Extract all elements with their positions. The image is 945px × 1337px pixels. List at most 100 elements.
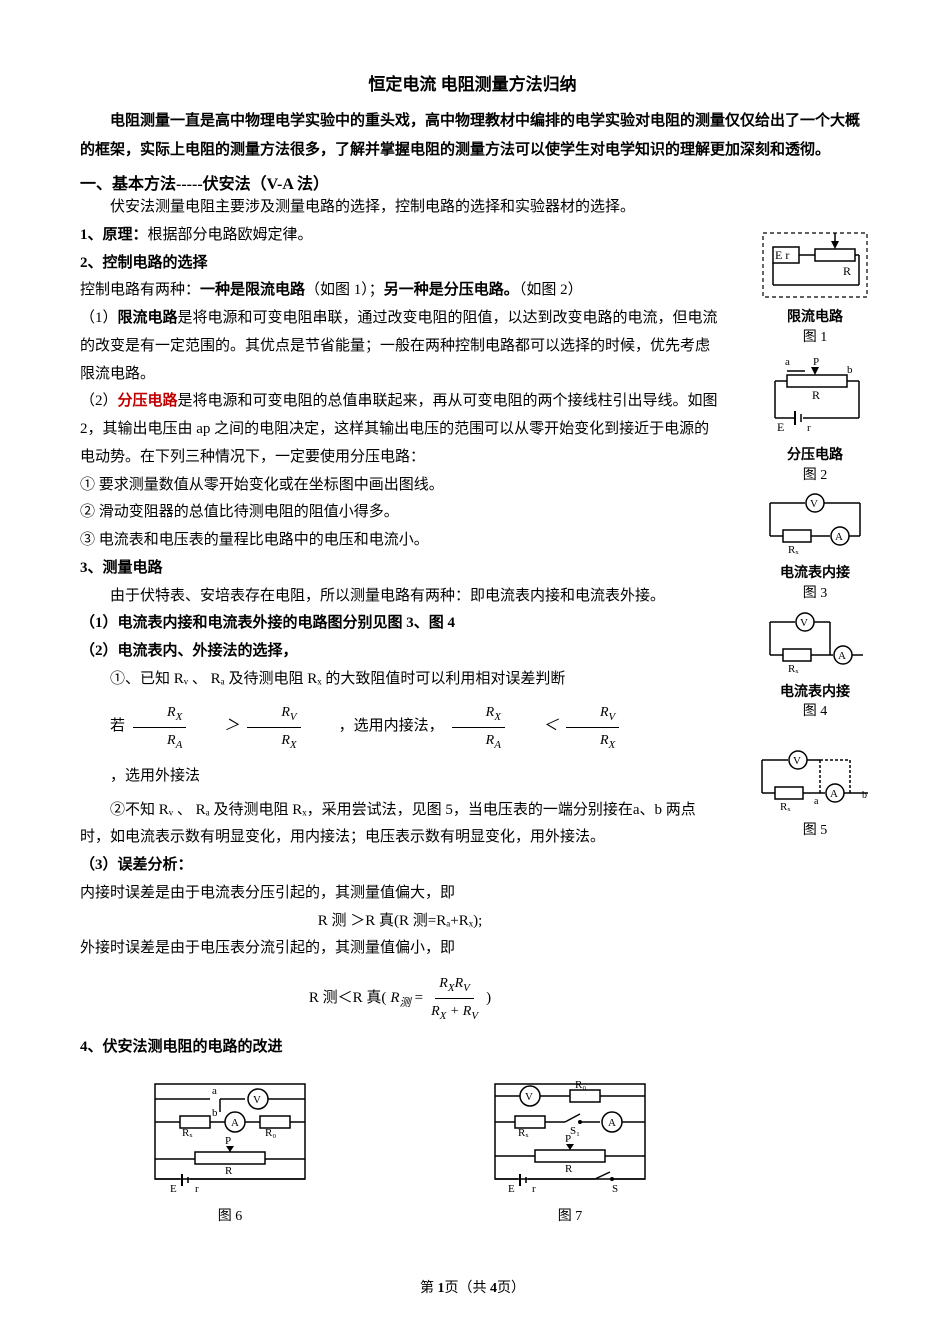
s1-3-sub2-p2: ②不知 Rᵥ 、 Rₐ 及待测电阻 Rₓ，采用尝试法，见图 5，当电压表的一端分… [80, 797, 720, 853]
figure-6: a V b A Rₓ R₀ [140, 1074, 320, 1227]
figure-2: a P b R E r 分压电路 图 2 [755, 353, 875, 485]
svg-text:A: A [231, 1117, 239, 1129]
svg-text:R: R [843, 264, 851, 278]
fig3-cap2: 图 3 [755, 584, 875, 604]
svg-text:V: V [525, 1091, 533, 1103]
figure-5: V a b Rₓ A 图 5 [750, 748, 880, 841]
intro-paragraph: 电阻测量一直是高中物理电学实验中的重头戏，高中物理教材中编排的电学实验对电阻的测… [80, 107, 865, 164]
footer-a: 第 [420, 1281, 438, 1296]
svg-text:P: P [565, 1133, 571, 1145]
err2-f-a: R 测＜R 真( [309, 985, 387, 1013]
fig6-caption: 图 6 [140, 1207, 320, 1227]
lt-1: ＜ [513, 713, 558, 741]
s1-3-err2-f: R 测＜R 真( R测 = RXRV RX + RV ) [80, 971, 720, 1026]
svg-text:E r: E r [775, 248, 789, 262]
s1-3-sub1: （1）电流表内接和电流表外接的电路图分别见图 3、图 4 [80, 610, 720, 638]
s1-3-err2: 外接时误差是由于电压表分流引起的，其测量值偏小，即 [80, 935, 720, 963]
fig4-cap2: 图 4 [755, 702, 875, 722]
s1-2-item1-b: 限流电路 [118, 310, 178, 326]
frac-3: RX RA [452, 700, 505, 755]
s1-4-label: 4、伏安法测电阻的电路的改进 [80, 1034, 720, 1062]
svg-text:b: b [212, 1107, 218, 1119]
svg-text:P: P [225, 1135, 231, 1147]
svg-text:r: r [532, 1183, 536, 1195]
fig2-cap2: 图 2 [755, 466, 875, 486]
fig7-caption: 图 7 [480, 1207, 660, 1227]
svg-text:r: r [195, 1183, 199, 1195]
circuit-fig4-icon: V Rₓ A [755, 610, 875, 680]
s1-3-sub3: （3）误差分析： [80, 852, 720, 880]
fig1-cap2: 图 1 [755, 328, 875, 348]
s1-2-li2: ② 滑动变阻器的总值比待测电阻的阻值小得多。 [80, 499, 720, 527]
page-footer: 第 1页（共 4页） [0, 1277, 945, 1297]
fig3-cap1: 电流表内接 [755, 564, 875, 584]
fig5-caption: 图 5 [750, 821, 880, 841]
s1-2-item1-a: （1） [80, 310, 118, 326]
formula-c: ，选用外接法 [80, 763, 200, 791]
s1-1-label: 1、原理： [80, 227, 148, 243]
main-column: 一、基本方法-----伏安法（V-A 法） 伏安法测量电阻主要涉及测量电路的选择… [80, 170, 720, 1227]
footer-c: 页（共 [445, 1281, 491, 1296]
svg-text:E: E [170, 1183, 177, 1195]
figure-7: V R₀ Rₓ S₁ A P [480, 1074, 660, 1227]
svg-text:r: r [807, 422, 811, 434]
svg-text:E: E [508, 1183, 515, 1195]
svg-text:Rₓ: Rₓ [788, 544, 799, 556]
svg-text:R₀: R₀ [575, 1079, 586, 1091]
s1-3-err1: 内接时误差是由于电流表分压引起的，其测量值偏大，即 [80, 880, 720, 908]
s1-2-item2-b: 分压电路 [118, 393, 178, 409]
svg-text:R₀: R₀ [265, 1127, 276, 1139]
figure-4: V Rₓ A 电流表内接 图 4 [755, 610, 875, 722]
bottom-figures: a V b A Rₓ R₀ [80, 1074, 720, 1227]
svg-text:V: V [253, 1094, 261, 1106]
circuit-fig7-icon: V R₀ Rₓ S₁ A P [480, 1074, 660, 1204]
frac-5: RXRV RX + RV [427, 971, 482, 1026]
circuit-fig6-icon: a V b A Rₓ R₀ [140, 1074, 320, 1204]
s1-1-text: 根据部分电路欧姆定律。 [148, 227, 313, 243]
svg-text:Rₓ: Rₓ [788, 663, 799, 675]
s1-2-p1-e: （如图 2） [519, 282, 583, 298]
s1-2-p1-d: 另一种是分压电路。 [384, 282, 519, 298]
svg-text:V: V [810, 498, 818, 510]
svg-text:a: a [212, 1085, 217, 1097]
s1-3-label: 3、测量电路 [80, 555, 720, 583]
s1-2-item1: （1）限流电路是将电源和可变电阻串联，通过改变电阻的阻值，以达到改变电路的电流，… [80, 305, 720, 388]
svg-text:a: a [785, 356, 790, 368]
s1-3-sub2-p1: ①、已知 Rᵥ 、 Rₐ 及待测电阻 Rₓ 的大致阻值时可以利用相对误差判断 [80, 666, 720, 694]
circuit-fig2-icon: a P b R E r [755, 353, 875, 443]
figure-1: E r R 限流电路 图 1 [755, 225, 875, 347]
svg-text:S₁: S₁ [570, 1125, 580, 1137]
svg-text:b: b [847, 364, 853, 376]
fig1-cap1: 限流电路 [755, 308, 875, 328]
svg-text:V: V [793, 755, 801, 767]
s1-2-item2: （2）分压电路是将电源和可变电阻的总值串联起来，再从可变电阻的两个接线柱引出导线… [80, 388, 720, 471]
footer-b: 1 [438, 1281, 445, 1296]
svg-text:b: b [862, 790, 867, 801]
s1-2-p1: 控制电路有两种：一种是限流电路（如图 1）；另一种是分压电路。（如图 2） [80, 277, 720, 305]
footer-e: 页） [497, 1281, 525, 1296]
section-1-heading: 一、基本方法-----伏安法（V-A 法） [80, 170, 720, 194]
s1-3-sub2: （2）电流表内、外接法的选择， [80, 638, 720, 666]
s1-2-p1-a: 控制电路有两种： [80, 282, 200, 298]
circuit-fig5-icon: V a b Rₓ A [750, 748, 880, 818]
svg-text:R: R [812, 388, 820, 402]
formula-inequality: 若 RX RA ＞ RV RX ，选用内接法， RX RA ＜ RV RX ，选… [80, 700, 720, 791]
circuit-fig3-icon: V Rₓ A [755, 491, 875, 561]
fig4-cap1: 电流表内接 [755, 683, 875, 703]
svg-text:a: a [814, 796, 819, 807]
circuit-fig1-icon: E r R [755, 225, 875, 305]
svg-text:E: E [777, 420, 784, 434]
sec1-p1: 伏安法测量电阻主要涉及测量电路的选择，控制电路的选择和实验器材的选择。 [80, 194, 720, 222]
fig2-cap1: 分压电路 [755, 446, 875, 466]
gt-1: ＞ [194, 713, 239, 741]
frac-1: RX RA [133, 700, 186, 755]
s1-2-li1: ① 要求测量数值从零开始变化或在坐标图中画出图线。 [80, 472, 720, 500]
s1-2-li3: ③ 电流表和电压表的量程比电路中的电压和电流小。 [80, 527, 720, 555]
s1-2-item2-a: （2） [80, 393, 118, 409]
frac-2: RV RX [247, 700, 300, 755]
svg-text:Rₓ: Rₓ [780, 801, 791, 813]
svg-text:A: A [838, 650, 846, 662]
s1-3-err1-f: R 测 ＞R 真(R 测=Rₐ+Rₓ); [80, 908, 720, 936]
s1-2-p1-c: （如图 1）； [305, 282, 384, 298]
svg-text:R: R [565, 1163, 573, 1175]
